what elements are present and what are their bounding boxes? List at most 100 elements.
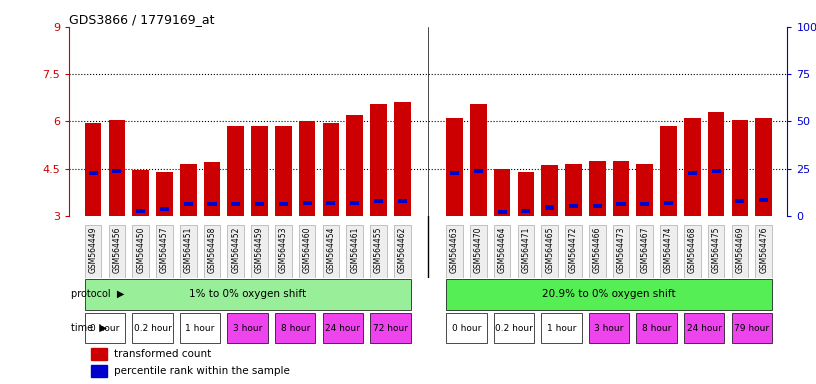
Bar bbox=[204, 162, 220, 216]
Bar bbox=[589, 313, 629, 343]
Text: GSM564471: GSM564471 bbox=[521, 227, 530, 273]
Bar bbox=[394, 225, 410, 278]
Text: GSM564467: GSM564467 bbox=[641, 227, 650, 273]
Bar bbox=[521, 209, 530, 213]
Text: GSM564453: GSM564453 bbox=[279, 227, 288, 273]
Text: GSM564468: GSM564468 bbox=[688, 227, 697, 273]
Text: protocol  ▶: protocol ▶ bbox=[70, 290, 124, 300]
Bar bbox=[180, 313, 220, 343]
Bar bbox=[251, 225, 268, 278]
Bar bbox=[641, 202, 650, 207]
Bar bbox=[660, 225, 677, 278]
Bar bbox=[207, 202, 216, 207]
Bar bbox=[735, 199, 744, 203]
Bar bbox=[370, 313, 410, 343]
Bar bbox=[565, 164, 582, 216]
Bar bbox=[707, 112, 725, 216]
Bar bbox=[132, 225, 149, 278]
Bar bbox=[85, 280, 410, 310]
Text: GSM564470: GSM564470 bbox=[474, 227, 483, 273]
Bar bbox=[279, 202, 288, 207]
Bar bbox=[85, 225, 101, 278]
Text: 8 hour: 8 hour bbox=[281, 324, 310, 333]
Bar bbox=[446, 225, 463, 278]
Bar bbox=[613, 225, 629, 278]
Text: GSM564463: GSM564463 bbox=[450, 227, 459, 273]
Bar bbox=[228, 225, 244, 278]
Bar bbox=[136, 209, 145, 213]
Bar bbox=[303, 201, 312, 205]
Bar bbox=[636, 164, 653, 216]
Bar bbox=[756, 118, 772, 216]
Bar bbox=[91, 365, 107, 377]
Text: 3 hour: 3 hour bbox=[233, 324, 263, 333]
Bar bbox=[712, 169, 721, 173]
Bar bbox=[450, 171, 459, 175]
Bar bbox=[85, 313, 125, 343]
Bar bbox=[346, 115, 363, 216]
Bar bbox=[732, 120, 748, 216]
Bar bbox=[616, 202, 626, 207]
Text: GSM564473: GSM564473 bbox=[617, 227, 626, 273]
Bar bbox=[589, 161, 605, 216]
Bar bbox=[541, 166, 558, 216]
Bar bbox=[275, 225, 291, 278]
Text: GSM564464: GSM564464 bbox=[498, 227, 507, 273]
Bar bbox=[132, 170, 149, 216]
Text: 24 hour: 24 hour bbox=[326, 324, 360, 333]
Bar bbox=[89, 171, 98, 175]
Bar bbox=[470, 225, 486, 278]
Text: GSM564475: GSM564475 bbox=[712, 227, 721, 273]
Bar bbox=[660, 126, 677, 216]
Text: GSM564474: GSM564474 bbox=[664, 227, 673, 273]
Text: GSM564465: GSM564465 bbox=[545, 227, 554, 273]
Text: transformed count: transformed count bbox=[114, 349, 211, 359]
Bar bbox=[322, 123, 339, 216]
Text: GSM564472: GSM564472 bbox=[569, 227, 578, 273]
Bar bbox=[322, 313, 363, 343]
Bar bbox=[592, 204, 601, 208]
Bar bbox=[732, 225, 748, 278]
Bar bbox=[494, 313, 534, 343]
Text: 79 hour: 79 hour bbox=[734, 324, 769, 333]
Bar bbox=[299, 121, 316, 216]
Bar bbox=[180, 164, 197, 216]
Bar bbox=[636, 313, 677, 343]
Bar bbox=[684, 118, 701, 216]
Bar bbox=[350, 201, 359, 205]
Bar bbox=[494, 169, 511, 216]
Bar bbox=[156, 172, 173, 216]
Text: 24 hour: 24 hour bbox=[687, 324, 721, 333]
Text: percentile rank within the sample: percentile rank within the sample bbox=[114, 366, 290, 376]
Text: 0.2 hour: 0.2 hour bbox=[495, 324, 533, 333]
Bar bbox=[636, 225, 653, 278]
Bar bbox=[494, 225, 511, 278]
Bar bbox=[756, 225, 772, 278]
Bar bbox=[228, 313, 268, 343]
Text: 20.9% to 0% oxygen shift: 20.9% to 0% oxygen shift bbox=[543, 290, 676, 300]
Bar bbox=[498, 210, 507, 214]
Bar bbox=[688, 171, 697, 175]
Text: 8 hour: 8 hour bbox=[642, 324, 672, 333]
Bar bbox=[85, 123, 101, 216]
Text: GSM564460: GSM564460 bbox=[303, 227, 312, 273]
Bar bbox=[370, 225, 387, 278]
Bar bbox=[346, 225, 363, 278]
Bar bbox=[707, 225, 725, 278]
Bar bbox=[374, 199, 383, 203]
Bar bbox=[394, 103, 410, 216]
Bar bbox=[370, 104, 387, 216]
Bar bbox=[109, 225, 125, 278]
Text: GSM564457: GSM564457 bbox=[160, 227, 169, 273]
Bar bbox=[180, 225, 197, 278]
Text: GSM564469: GSM564469 bbox=[735, 227, 744, 273]
Text: GSM564451: GSM564451 bbox=[184, 227, 193, 273]
Bar bbox=[255, 202, 264, 207]
Text: 0 hour: 0 hour bbox=[452, 324, 481, 333]
Bar bbox=[299, 225, 316, 278]
Text: GSM564456: GSM564456 bbox=[113, 227, 122, 273]
Bar bbox=[275, 126, 291, 216]
Text: GSM564476: GSM564476 bbox=[759, 227, 768, 273]
Bar bbox=[91, 348, 107, 360]
Bar bbox=[732, 313, 772, 343]
